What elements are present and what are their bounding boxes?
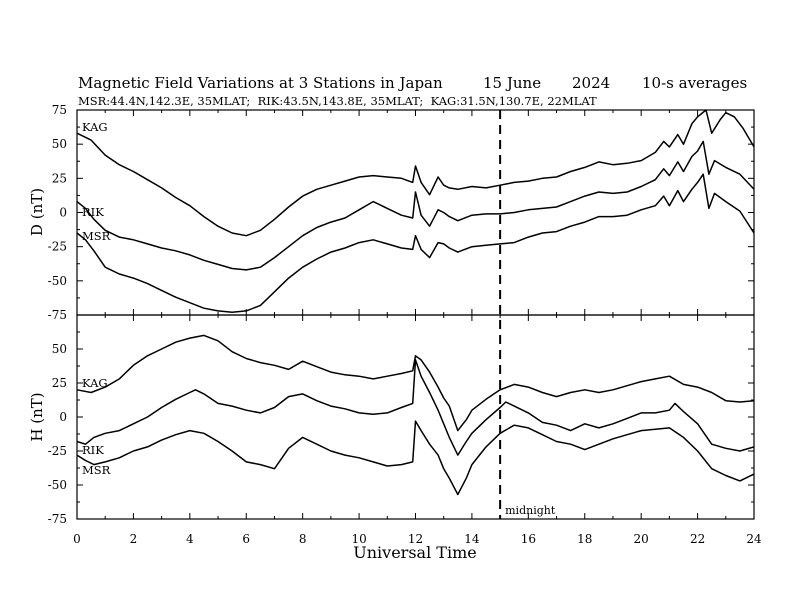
h-series-rik bbox=[76, 359, 755, 456]
y-tick-label: 25 bbox=[52, 171, 67, 185]
x-tick-label: 14 bbox=[464, 532, 480, 546]
d-panel-ylabel: D (nT) bbox=[28, 188, 46, 236]
chart-subtitle: MSR:44.4N,142.3E, 35MLAT; RIK:43.5N,143.… bbox=[78, 94, 597, 108]
x-tick-label: 18 bbox=[577, 532, 592, 546]
x-tick-label: 16 bbox=[521, 532, 536, 546]
y-tick-label: -25 bbox=[48, 444, 67, 458]
d-series-msr bbox=[76, 173, 755, 314]
y-tick-label: -75 bbox=[48, 308, 67, 322]
d-series-rik bbox=[76, 140, 755, 271]
chart-averaging: 10-s averages bbox=[642, 74, 747, 92]
d-label-rik: RIK bbox=[82, 205, 104, 219]
x-tick-label: 4 bbox=[186, 532, 194, 546]
axis-ticks: 0 2 4 6 8 10 12 14 16 18 20 22 247550250-25-50-75502… bbox=[48, 103, 762, 546]
d-panel-frame bbox=[76, 109, 755, 316]
x-tick-label: 24 bbox=[746, 532, 762, 546]
x-tick-label: 20 bbox=[634, 532, 649, 546]
x-tick-label: 0 bbox=[73, 532, 81, 546]
y-tick-label: 0 bbox=[59, 206, 67, 220]
h-label-kag: KAG bbox=[82, 376, 108, 390]
x-tick-label: 2 bbox=[130, 532, 138, 546]
midnight-label: midnight bbox=[505, 504, 556, 517]
h-label-msr: MSR bbox=[82, 463, 111, 477]
y-tick-label: -50 bbox=[48, 478, 67, 492]
x-tick-label: 8 bbox=[299, 532, 307, 546]
h-panel-frame bbox=[76, 314, 755, 520]
x-tick-label: 10 bbox=[351, 532, 366, 546]
y-tick-label: -75 bbox=[48, 512, 67, 526]
h-series-msr bbox=[76, 420, 755, 496]
y-tick-label: 0 bbox=[59, 410, 67, 424]
y-tick-label: -25 bbox=[48, 240, 67, 254]
y-tick-label: 75 bbox=[52, 103, 67, 117]
series-lines bbox=[76, 109, 755, 496]
y-tick-label: 50 bbox=[52, 342, 67, 356]
y-tick-label: 50 bbox=[52, 137, 67, 151]
x-axis-label: Universal Time bbox=[353, 543, 476, 562]
chart-title: Magnetic Field Variations at 3 Stations … bbox=[78, 74, 443, 92]
d-label-msr: MSR bbox=[82, 229, 111, 243]
h-panel-ylabel: H (nT) bbox=[28, 392, 46, 441]
chart-year: 2024 bbox=[572, 74, 610, 92]
h-series-kag bbox=[76, 334, 755, 432]
d-series-kag bbox=[76, 109, 755, 237]
y-tick-label: -50 bbox=[48, 274, 67, 288]
y-tick-label: 25 bbox=[52, 376, 67, 390]
x-tick-label: 22 bbox=[690, 532, 705, 546]
x-tick-label: 6 bbox=[242, 532, 250, 546]
chart-date: 15 June bbox=[483, 74, 541, 92]
x-tick-label: 12 bbox=[408, 532, 423, 546]
d-label-kag: KAG bbox=[82, 120, 108, 134]
h-label-rik: RIK bbox=[82, 443, 104, 457]
